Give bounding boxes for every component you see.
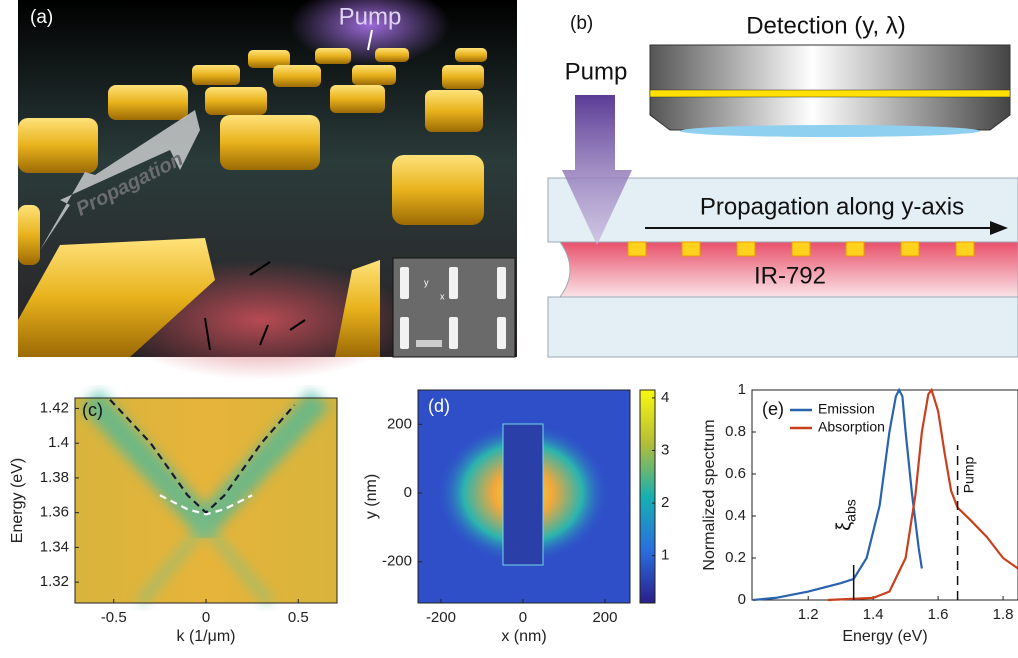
- y-tick-label: 1.32: [40, 573, 69, 590]
- marker-label: ξabs: [834, 499, 858, 531]
- y-axis-label: y (nm): [363, 474, 380, 519]
- series-line: [109, 398, 296, 515]
- chart-d-background: [418, 390, 655, 603]
- bottom-slab: [547, 296, 1018, 358]
- dye-label: IR-792: [754, 262, 826, 289]
- panel-label: (a): [30, 7, 53, 28]
- colorbar-tick-label: 4: [661, 389, 669, 406]
- y-tick-label: 0: [738, 591, 746, 608]
- y-tick-label: 0.6: [725, 465, 746, 482]
- y-tick-label: 200: [387, 415, 412, 432]
- nanoparticles: [627, 241, 975, 257]
- pump-pointer: [367, 29, 373, 51]
- panel-label: (e): [762, 399, 784, 419]
- series-line: [752, 387, 923, 602]
- pump-label: Pump: [565, 58, 628, 85]
- panel-b: (b) Detection (y, λ) Pump Propagation al…: [547, 12, 1018, 358]
- emission-arrows: [204, 261, 306, 351]
- panel-label: (b): [570, 13, 593, 34]
- y-tick-label: 1.4: [48, 434, 69, 451]
- x-tick-label: 0.5: [288, 609, 309, 626]
- detector-window: [680, 125, 980, 137]
- detector-stripe: [649, 89, 1011, 98]
- series-line: [159, 494, 253, 516]
- panel-label: (c): [82, 400, 103, 420]
- axes-frame: [751, 389, 1018, 601]
- x-tick-label: -200: [426, 609, 456, 626]
- axes-frame: [417, 389, 631, 604]
- legend-label: Emission: [818, 401, 875, 417]
- y-tick-label: 0.2: [725, 549, 746, 566]
- pump-arrow: [562, 95, 632, 245]
- panel-a: Propagation Pump (a) y x: [18, 0, 517, 380]
- x-tick-label: -0.5: [101, 609, 127, 626]
- x-tick-label: 0: [202, 609, 210, 626]
- propagation-arrow: [40, 110, 200, 250]
- marker-symbol: ξ: [834, 522, 856, 531]
- marker-label: Pump: [960, 457, 976, 494]
- charts: -0.5 0 0.51.321.341.361.381.41.42k (1/μm)E…: [9, 381, 1018, 645]
- x-tick-label: 0: [519, 609, 527, 626]
- x-tick-label: 1.8: [993, 606, 1014, 623]
- panel-label: (d): [428, 396, 450, 416]
- colorbar-tick-label: 2: [661, 494, 669, 511]
- propagation-label: Propagation along y-axis: [700, 193, 964, 220]
- x-tick-label: 1.2: [798, 606, 819, 623]
- inset-axis-label: x: [440, 291, 445, 301]
- detection-label: Detection (y, λ): [746, 12, 906, 39]
- y-tick-label: -200: [382, 553, 412, 570]
- x-axis-label: Energy (eV): [842, 628, 927, 645]
- y-tick-label: 1: [738, 381, 746, 398]
- chart-c-background: [75, 389, 337, 607]
- axes-frame: [74, 397, 338, 604]
- y-tick-label: 1.36: [40, 504, 69, 521]
- x-tick-label: 1.6: [928, 606, 949, 623]
- y-tick-label: 0.4: [725, 507, 746, 524]
- y-axis-label: Normalized spectrum: [701, 419, 718, 570]
- detector-lens: [649, 44, 1011, 131]
- y-axis-label: Energy (eV): [9, 458, 26, 543]
- y-tick-label: 1.34: [40, 538, 69, 555]
- series-line: [827, 387, 1018, 602]
- x-axis-label: k (1/μm): [177, 628, 236, 645]
- x-tick-label: 200: [592, 609, 617, 626]
- marker-subscript: abs: [842, 499, 858, 522]
- y-tick-label: 1.38: [40, 469, 69, 486]
- x-axis-label: x (nm): [501, 628, 546, 645]
- y-tick-label: 0: [404, 484, 412, 501]
- colorbar-frame: [639, 389, 656, 604]
- sem-rods: [400, 267, 506, 349]
- y-tick-label: 1.42: [40, 399, 69, 416]
- y-tick-label: 0.8: [725, 423, 746, 440]
- top-slab: [547, 177, 1018, 243]
- inset-axis-label: y: [424, 277, 429, 287]
- legend-label: Absorption: [818, 419, 885, 435]
- colorbar-tick-label: 3: [661, 441, 669, 458]
- colorbar-tick-label: 1: [661, 547, 669, 564]
- x-tick-label: 1.4: [863, 606, 884, 623]
- pump-label: Pump: [339, 3, 402, 30]
- nanorods: [18, 48, 487, 357]
- arrow-head: [990, 221, 1008, 235]
